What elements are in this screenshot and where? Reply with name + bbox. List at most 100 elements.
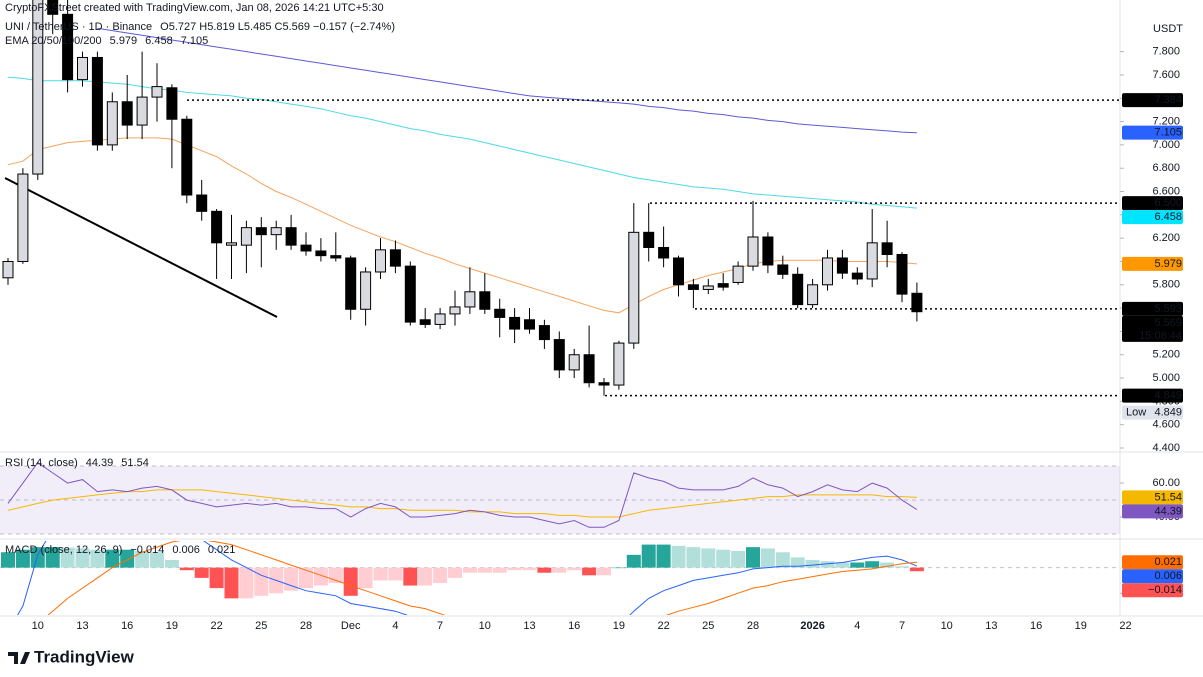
- candle-body: [106, 101, 118, 146]
- candle-body: [434, 313, 446, 325]
- candle-body: [166, 87, 178, 120]
- macd-histogram-bar: [1, 552, 15, 568]
- candle-body: [732, 265, 744, 283]
- candle-body: [32, 0, 44, 175]
- candle-body: [598, 382, 610, 386]
- macd-histogram-bar: [865, 561, 880, 568]
- logo-text: TradingView: [34, 647, 135, 666]
- trendline: [4, 177, 278, 318]
- macd-histogram-bar: [433, 567, 448, 583]
- candle-body: [196, 194, 208, 212]
- candle-body: [568, 354, 580, 371]
- candle-body: [285, 227, 297, 246]
- x-tick-label: 22: [657, 620, 669, 632]
- candle-body: [613, 342, 625, 386]
- macd-histogram-bar: [135, 550, 150, 568]
- candle-body: [2, 260, 14, 279]
- candle-body: [479, 291, 491, 310]
- macd-histogram-bar: [597, 567, 611, 576]
- candle-body: [702, 285, 714, 290]
- candle-body: [240, 227, 252, 246]
- y-tick-label: 6.600: [1152, 185, 1180, 197]
- x-tick-label: 25: [702, 620, 714, 632]
- x-tick-label: 10: [479, 620, 491, 632]
- macd-histogram-bar: [299, 567, 313, 589]
- rsi-legend-value: 51.54: [121, 457, 149, 469]
- price-pane: [2, 0, 1120, 397]
- macd-histogram-bar: [388, 567, 403, 581]
- ema-last-label: 5.979: [1154, 258, 1182, 270]
- candle-body: [658, 246, 670, 259]
- candle-body: [77, 56, 88, 81]
- y-tick-label: 6.800: [1152, 162, 1180, 174]
- candle-body: [255, 227, 267, 236]
- y-tick-label: 60.00: [1152, 477, 1180, 489]
- macd-hist-last-label: −0.014: [1148, 584, 1182, 596]
- candle-body: [524, 319, 535, 330]
- low-badge: [1122, 405, 1183, 420]
- last-price-label: 5.569: [1154, 317, 1182, 329]
- x-tick-label: 19: [166, 620, 178, 632]
- candle-body: [17, 173, 29, 262]
- level-label: 5.593: [1154, 303, 1182, 315]
- macd-histogram-bar: [820, 561, 835, 568]
- candle-body: [464, 291, 476, 308]
- macd-histogram-bar: [611, 567, 626, 569]
- macd-histogram-bar: [194, 567, 209, 578]
- macd-histogram-bar: [835, 562, 850, 568]
- ema-legend-value: 7.105: [181, 35, 209, 47]
- candle-body: [449, 306, 461, 315]
- x-tick-label: 13: [523, 620, 535, 632]
- candle-body: [211, 210, 223, 244]
- macd-last-label-badge: [1122, 555, 1183, 570]
- macd-histogram-bar: [343, 567, 358, 596]
- y-tick-label: 4.600: [1152, 419, 1180, 431]
- x-tick-label: 16: [568, 620, 580, 632]
- macd-histogram-bar: [373, 567, 388, 581]
- macd-histogram-bar: [850, 562, 865, 568]
- candle-body: [628, 231, 640, 344]
- macd-histogram-bar: [30, 547, 45, 568]
- y-tick-label: 7.600: [1152, 69, 1180, 81]
- x-tick-label: 13: [985, 620, 997, 632]
- macd-histogram-bar: [716, 549, 731, 568]
- currency: USDT: [1153, 23, 1183, 35]
- x-tick-label: 10: [32, 620, 44, 632]
- macd-histogram-bar: [120, 549, 135, 568]
- macd-histogram-bar: [626, 554, 641, 568]
- x-tick-label: 19: [1075, 620, 1087, 632]
- candle-body: [345, 257, 357, 310]
- macd-histogram-bar: [150, 552, 164, 568]
- candle-body: [553, 339, 565, 371]
- macd-histogram-bar: [284, 567, 299, 591]
- x-tick-label: 13: [76, 620, 88, 632]
- candle-body: [62, 13, 74, 81]
- candle-body: [181, 118, 193, 196]
- macd-histogram-bar: [746, 547, 760, 568]
- ema-legend-value: 5.979: [110, 35, 138, 47]
- macd-histogram-bar: [462, 567, 477, 573]
- last-price-label-badge: [1122, 315, 1183, 342]
- candle-body: [47, 0, 59, 15]
- macd-histogram-bar: [105, 549, 120, 568]
- ema-last-label-badge: [1122, 125, 1183, 140]
- candle-body: [404, 265, 416, 323]
- rsi-legend: RSI (14, close): [5, 457, 78, 469]
- rsi-line: [7, 461, 918, 528]
- level-label-badge: [1122, 388, 1183, 403]
- macd-histogram-bar: [641, 544, 656, 568]
- x-tick-label: 22: [210, 620, 222, 632]
- y-tick-label: 4.400: [1152, 442, 1180, 454]
- candle-body: [881, 242, 893, 255]
- candle-body: [687, 284, 699, 290]
- x-tick-label: 7: [437, 620, 443, 632]
- macd-histogram-bar: [313, 567, 328, 586]
- symbol: UNI / TetherUS · 1D · Binance: [5, 21, 152, 33]
- x-tick-label: 25: [255, 620, 267, 632]
- macd-histogram-bar: [790, 557, 805, 568]
- candle-body: [375, 249, 386, 273]
- macd-last-label: 0.021: [1154, 556, 1182, 568]
- ema-line: [97, 27, 917, 134]
